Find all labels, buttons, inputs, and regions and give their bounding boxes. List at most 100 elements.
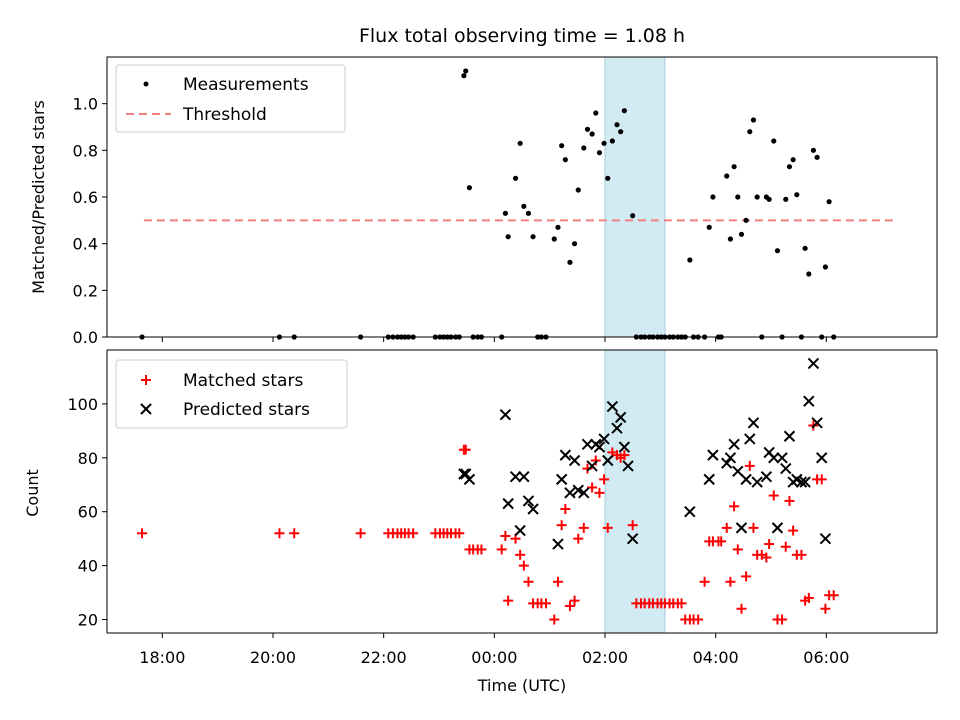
matched-star-point bbox=[619, 450, 630, 461]
matched-star-point bbox=[274, 528, 285, 539]
plot-frame bbox=[106, 349, 938, 634]
measurement-point bbox=[810, 147, 817, 153]
y-tick-label: 0.2 bbox=[73, 281, 98, 300]
measurement-point bbox=[814, 154, 820, 160]
predicted-star-point bbox=[768, 452, 780, 464]
predicted-star-point bbox=[744, 433, 756, 445]
predicted-star-point bbox=[499, 408, 512, 421]
measurement-point bbox=[802, 245, 808, 251]
legend-marker-matched bbox=[141, 375, 151, 385]
predicted-star-point bbox=[552, 538, 564, 550]
measurement-point bbox=[589, 131, 595, 137]
legend-label-measurements: Measurements bbox=[183, 75, 309, 95]
predicted-star-point bbox=[740, 473, 752, 486]
y-tick-label: 0.0 bbox=[73, 328, 98, 347]
x-tick-label: 04:00 bbox=[693, 648, 739, 667]
x-tick-label: 20:00 bbox=[250, 648, 296, 667]
matched-star-point bbox=[515, 549, 526, 560]
matched-star-point bbox=[729, 501, 740, 512]
matched-star-point bbox=[355, 528, 366, 539]
matched-star-point bbox=[460, 444, 471, 455]
matched-star-point bbox=[748, 522, 759, 533]
predicted-star-point bbox=[527, 503, 539, 515]
measurement-point bbox=[727, 236, 734, 242]
x-tick-label: 06:00 bbox=[803, 648, 849, 667]
predicted-star-point bbox=[703, 473, 715, 486]
measurement-point bbox=[562, 157, 568, 163]
matched-star-point bbox=[552, 576, 563, 587]
flux-ratio-panel: 0.0 0.2 0.4 0.6 0.8 1.0 Flux total observing … bbox=[29, 25, 938, 347]
predicted-star-point bbox=[811, 417, 823, 429]
y-tick-label: 0.8 bbox=[73, 141, 98, 160]
measurement-point bbox=[517, 140, 523, 146]
legend-label-threshold: Threshold bbox=[182, 105, 267, 125]
matched-star-point bbox=[764, 539, 775, 550]
y-tick-label: 100 bbox=[67, 395, 98, 414]
predicted-star-point bbox=[707, 449, 719, 461]
measurement-point bbox=[584, 126, 591, 132]
matched-star-point bbox=[820, 603, 831, 614]
measurement-point bbox=[530, 234, 536, 240]
legend-box bbox=[115, 359, 348, 429]
x-tick-label: 02:00 bbox=[582, 648, 628, 667]
predicted-star-point bbox=[606, 400, 619, 413]
legend: Matched stars Predicted stars bbox=[115, 359, 348, 429]
predicted-star-point bbox=[618, 441, 631, 453]
legend: Measurements Threshold bbox=[115, 64, 346, 133]
legend-box bbox=[115, 64, 346, 133]
predicted-star-point bbox=[502, 497, 514, 510]
matched-star-point bbox=[569, 595, 580, 606]
matched-star-point bbox=[599, 474, 610, 485]
measurement-point bbox=[559, 143, 565, 149]
measurement-point bbox=[706, 224, 712, 230]
measurement-point bbox=[738, 231, 745, 237]
measurement-point bbox=[525, 210, 532, 216]
measurement-point bbox=[502, 210, 508, 216]
measurement-point bbox=[614, 122, 620, 128]
matched-star-point bbox=[578, 522, 589, 533]
predicted-star-point bbox=[799, 476, 811, 488]
measurement-point bbox=[735, 194, 741, 200]
measurement-point bbox=[551, 236, 557, 242]
measurement-point bbox=[786, 164, 793, 170]
measurement-point bbox=[724, 173, 730, 179]
matched-star-point bbox=[476, 544, 487, 555]
predicted-star-point bbox=[602, 454, 614, 467]
matched-star-point bbox=[627, 520, 638, 531]
x-tick-label: 00:00 bbox=[471, 648, 517, 667]
measurement-point bbox=[505, 234, 511, 240]
predicted-star-point bbox=[514, 524, 526, 537]
predicted-star-point bbox=[522, 495, 535, 507]
matched-star-point bbox=[784, 495, 795, 506]
predicted-star-point bbox=[735, 522, 748, 534]
measurement-point bbox=[596, 150, 603, 156]
predicted-star-point bbox=[728, 438, 740, 451]
matched-star-point bbox=[777, 614, 788, 625]
matched-star-point bbox=[582, 463, 593, 474]
matched-star-point bbox=[549, 614, 560, 625]
measurement-point bbox=[774, 248, 781, 254]
chart-title: Flux total observing time = 1.08 h bbox=[359, 25, 685, 47]
y-tick-label: 0.6 bbox=[73, 188, 98, 207]
measurement-point bbox=[581, 145, 587, 151]
matched-star-point bbox=[768, 490, 779, 501]
predicted-star-point bbox=[776, 452, 788, 464]
measurement-point bbox=[618, 129, 624, 135]
predicted-star-point bbox=[780, 462, 792, 475]
predicted-star-point bbox=[460, 468, 472, 480]
measurement-point bbox=[630, 213, 636, 219]
x-axis-ticks bbox=[161, 337, 827, 342]
matched-star-point bbox=[496, 544, 507, 555]
matched-star-point bbox=[828, 590, 839, 601]
measurement-point bbox=[593, 110, 599, 116]
matched-star-point bbox=[408, 528, 419, 539]
highlight-band bbox=[604, 56, 666, 338]
matched-star-point bbox=[560, 504, 571, 515]
matched-star-point bbox=[137, 528, 148, 539]
matched-star-point bbox=[564, 601, 575, 612]
legend-marker-predicted bbox=[140, 403, 152, 415]
predicted-star-point bbox=[598, 433, 610, 445]
predicted-star-point bbox=[721, 457, 733, 469]
predicted-star-point bbox=[572, 484, 584, 496]
